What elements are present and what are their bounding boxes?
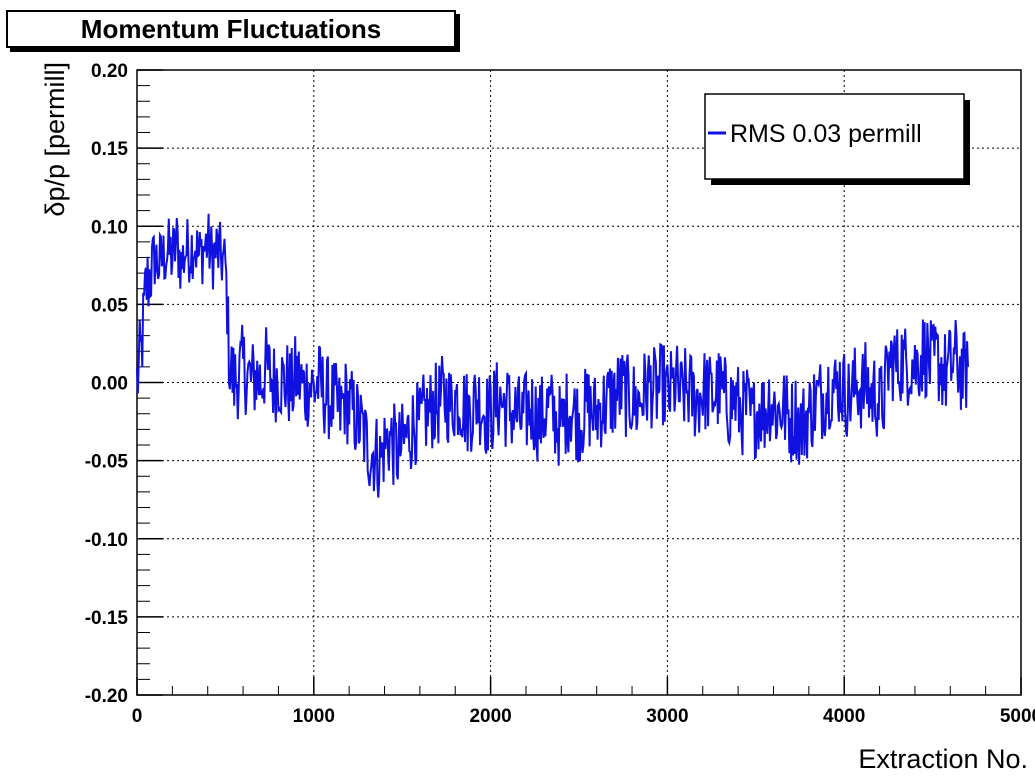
- y-tick-label: 0.10: [91, 217, 128, 238]
- y-tick-label: -0.20: [85, 686, 128, 707]
- major-ticks: [136, 69, 1022, 696]
- y-tick-label: -0.10: [85, 530, 128, 551]
- x-tick-label: 4000: [823, 706, 865, 727]
- x-tick-label: 3000: [646, 706, 688, 727]
- series-line: [136, 213, 969, 498]
- legend: RMS 0.03 permill: [704, 93, 970, 185]
- x-tick-labels: 0 1000 2000 3000 4000 5000: [132, 706, 1035, 727]
- minor-ticks: [137, 85, 987, 695]
- legend-label: RMS 0.03 permill: [730, 120, 922, 148]
- y-tick-label: -0.15: [85, 608, 129, 629]
- y-axis-label: δp/p [permill]: [40, 62, 70, 217]
- x-tick-label: 2000: [469, 706, 511, 727]
- y-tick-label: 0.15: [91, 139, 128, 160]
- x-axis-label: Extraction No.: [858, 744, 1028, 774]
- y-tick-label: -0.05: [85, 452, 129, 473]
- chart-title: Momentum Fluctuations: [6, 10, 456, 48]
- x-tick-label: 5000: [1000, 706, 1035, 727]
- y-tick-label: 0.00: [91, 374, 128, 395]
- y-tick-label: 0.05: [91, 295, 128, 316]
- x-tick-label: 1000: [293, 706, 335, 727]
- legend-box: [704, 93, 965, 180]
- y-tick-labels: -0.20 -0.15 -0.10 -0.05 0.00 0.05 0.10 0.15 0.20: [85, 61, 129, 707]
- y-tick-label: 0.20: [91, 61, 128, 82]
- x-tick-label: 0: [132, 706, 143, 727]
